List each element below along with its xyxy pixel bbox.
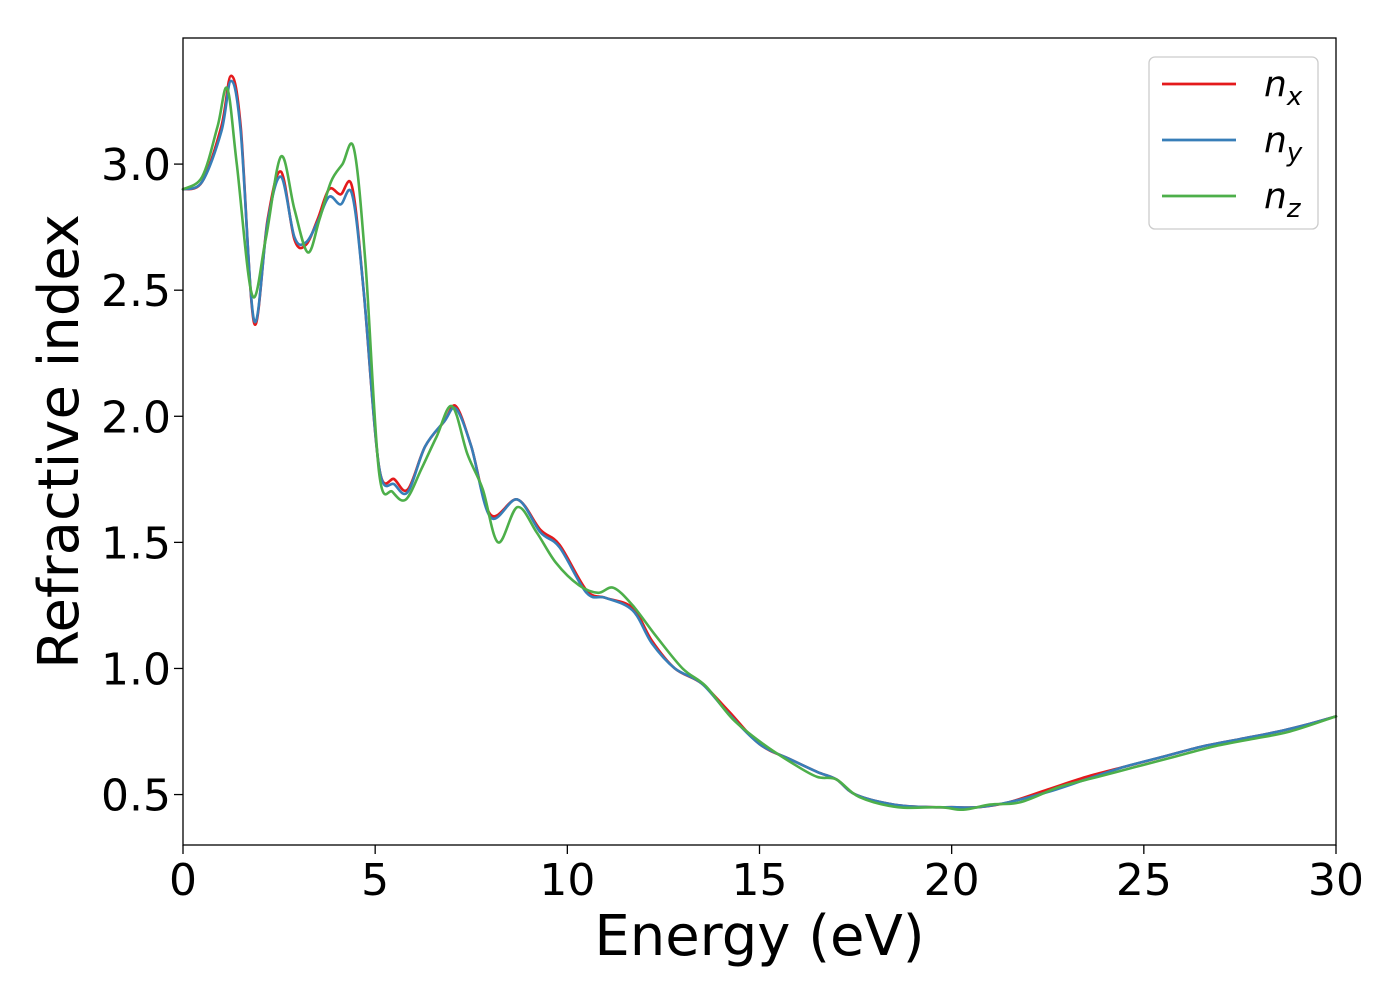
x-tick-label: 25 — [1116, 855, 1172, 906]
legend: nx ny nz — [1148, 56, 1319, 230]
y-tick-label: 3.0 — [101, 140, 171, 191]
legend-label: nx — [1264, 64, 1303, 112]
y-tick-label: 2.5 — [101, 266, 171, 317]
x-axis-ticks: 0 5 10 15 20 25 30 — [169, 845, 1364, 906]
series-line-n-y — [181, 79, 1338, 809]
y-tick-label: 0.5 — [101, 771, 171, 822]
legend-label: nz — [1264, 176, 1302, 224]
x-tick-label: 20 — [924, 855, 980, 906]
y-tick-label: 1.0 — [101, 644, 171, 695]
x-tick-label: 10 — [539, 855, 595, 906]
x-axis-title: Energy (eV) — [594, 904, 924, 969]
y-axis-title: Refractive index — [27, 214, 92, 669]
y-axis-ticks: 0.5 1.0 1.5 2.0 2.5 3.0 — [101, 140, 183, 822]
plot-lines — [181, 74, 1338, 812]
x-tick-label: 0 — [169, 855, 197, 906]
y-tick-label: 2.0 — [101, 392, 171, 443]
series-line-n-z — [181, 86, 1338, 812]
y-tick-label: 1.5 — [101, 518, 171, 569]
legend-box — [1148, 56, 1319, 230]
x-tick-label: 30 — [1308, 855, 1364, 906]
x-tick-label: 15 — [732, 855, 788, 906]
x-tick-label: 5 — [361, 855, 389, 906]
legend-label: ny — [1264, 120, 1303, 168]
